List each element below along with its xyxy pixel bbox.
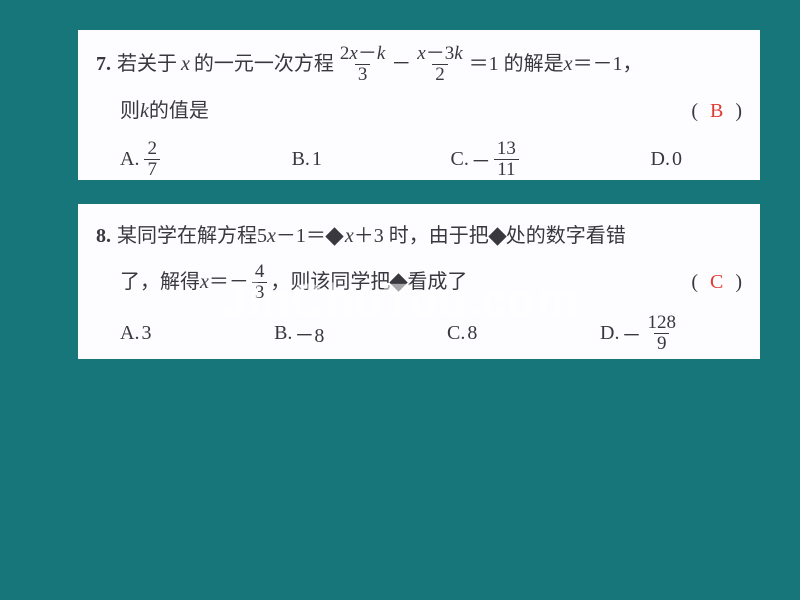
q8-option-a: A.3 bbox=[120, 322, 151, 345]
q7-frac1: 2x－k 3 bbox=[337, 44, 388, 85]
q7-minus: － bbox=[391, 46, 411, 82]
q7-option-c: C. － 1311 bbox=[451, 139, 522, 180]
question-7-card: 7. 若关于 x 的一元一次方程 2x－k 3 － x－3k 2 ＝1 的解是 … bbox=[78, 30, 760, 180]
q7-eq1: ＝1 的解是 bbox=[469, 46, 564, 82]
q8-option-d: D. － 1289 bbox=[600, 313, 682, 354]
q7-l2b: 的值是 bbox=[149, 93, 209, 129]
q7-number: 7. bbox=[96, 46, 111, 82]
q7-option-a: A. 27 bbox=[120, 139, 163, 180]
q7-x: x bbox=[181, 46, 190, 82]
q8-answer: C bbox=[710, 264, 723, 300]
q7-text-prefix: 若关于 bbox=[117, 46, 177, 82]
q7-rhs-x: x bbox=[564, 46, 573, 82]
q7-k: k bbox=[140, 93, 149, 129]
paren-right: ) bbox=[735, 93, 742, 129]
q7-mid1: 的一元一次方程 bbox=[194, 46, 334, 82]
q7-answer-box: ( B ) bbox=[691, 93, 742, 129]
q8-answer-box: ( C ) bbox=[691, 264, 742, 300]
question-8-card: 8. 某同学在解方程 5x－1＝ x＋3 时，由于把 处的数字看错 了，解得 x… bbox=[78, 204, 760, 359]
q7-line2: 则 k 的值是 ( B ) bbox=[96, 93, 742, 129]
diamond-icon bbox=[488, 227, 506, 245]
q8-option-c: C.8 bbox=[447, 322, 477, 345]
q7-option-d: D.0 bbox=[651, 148, 682, 171]
q7-rhs-eq: ＝－1， bbox=[573, 46, 643, 82]
q8-option-b: B.－8 bbox=[274, 319, 324, 348]
q7-options: A. 27 B.1 C. － 1311 D.0 bbox=[96, 139, 742, 180]
diamond-icon bbox=[390, 273, 408, 291]
q7-frac2: x－3k 2 bbox=[414, 44, 465, 85]
paren-left: ( bbox=[691, 264, 698, 300]
q7-l2a: 则 bbox=[120, 93, 140, 129]
paren-left: ( bbox=[691, 93, 698, 129]
q8-frac: 4 3 bbox=[252, 262, 268, 303]
q8-t1: 某同学在解方程 bbox=[117, 218, 257, 254]
q7-answer: B bbox=[710, 93, 723, 129]
q7-option-b: B.1 bbox=[292, 148, 322, 171]
q8-number: 8. bbox=[96, 218, 111, 254]
diamond-icon bbox=[325, 227, 343, 245]
paren-right: ) bbox=[735, 264, 742, 300]
page-background: 7. 若关于 x 的一元一次方程 2x－k 3 － x－3k 2 ＝1 的解是 … bbox=[0, 0, 800, 600]
q8-options: A.3 B.－8 C.8 D. － 1289 bbox=[96, 313, 742, 354]
q8-line2: 了，解得 x ＝－ 4 3 ，则该同学把 看成了 ( C ) bbox=[96, 262, 742, 303]
q7-line1: 7. 若关于 x 的一元一次方程 2x－k 3 － x－3k 2 ＝1 的解是 … bbox=[96, 44, 742, 85]
q8-line1: 8. 某同学在解方程 5x－1＝ x＋3 时，由于把 处的数字看错 bbox=[96, 218, 742, 254]
